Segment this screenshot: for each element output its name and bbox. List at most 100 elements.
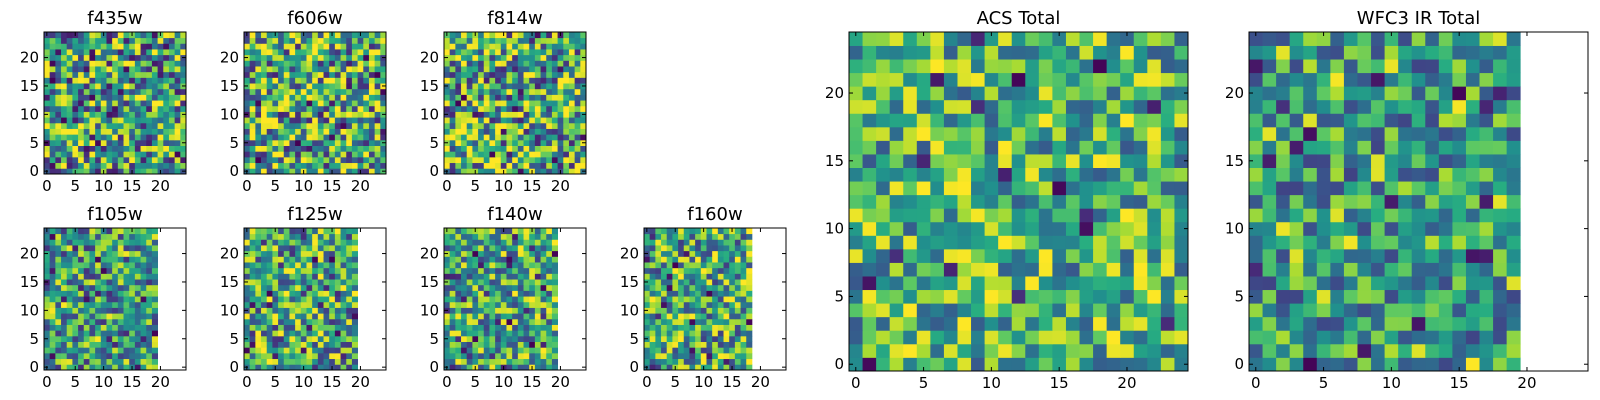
heatmap-cell xyxy=(483,296,490,303)
heatmap-cell xyxy=(1249,248,1263,263)
heatmap-cell xyxy=(174,60,181,67)
heatmap-cell xyxy=(862,140,877,155)
heatmap-cell xyxy=(55,245,62,252)
heatmap-cell xyxy=(289,318,296,325)
heatmap-cell xyxy=(689,256,696,263)
heatmap-cell xyxy=(984,289,999,304)
x-tick-label: 15 xyxy=(322,373,341,391)
heatmap-cell xyxy=(300,341,307,348)
heatmap-cell xyxy=(1011,235,1026,250)
heatmap-cell xyxy=(523,168,530,175)
heatmap-cell xyxy=(346,352,353,360)
heatmap-cell xyxy=(146,284,153,291)
heatmap-cell xyxy=(78,296,85,303)
heatmap-cell xyxy=(168,54,176,61)
heatmap-cell xyxy=(351,77,358,84)
heatmap-cell xyxy=(466,273,473,280)
heatmap-cell xyxy=(289,32,296,39)
heatmap-cell xyxy=(95,267,102,274)
heatmap-cell xyxy=(534,352,541,360)
heatmap-cell xyxy=(272,273,279,280)
heatmap-cell xyxy=(44,156,51,164)
heatmap-cell xyxy=(117,364,124,371)
heatmap-cell xyxy=(916,330,931,345)
heatmap-cell xyxy=(306,162,313,169)
heatmap-cell xyxy=(529,134,536,141)
heatmap-cell xyxy=(568,105,576,112)
heatmap-cell xyxy=(517,267,524,274)
x-tick-label: 15 xyxy=(122,373,141,391)
heatmap-cell xyxy=(129,117,136,124)
heatmap-cell xyxy=(998,72,1013,87)
heatmap-cell xyxy=(449,71,456,78)
heatmap-cell xyxy=(272,156,279,164)
heatmap-cell xyxy=(849,357,863,372)
heatmap-cell xyxy=(146,364,153,371)
heatmap-cell xyxy=(478,117,485,124)
heatmap-cell xyxy=(272,330,279,337)
heatmap-cell xyxy=(500,71,507,78)
heatmap-cell xyxy=(49,347,56,354)
heatmap-cell xyxy=(289,341,296,348)
heatmap-cell xyxy=(317,296,324,303)
heatmap-cell xyxy=(261,60,268,67)
heatmap-cell xyxy=(129,162,136,169)
x-tick-label: 0 xyxy=(442,177,452,195)
heatmap-cell xyxy=(163,37,170,44)
heatmap-cell xyxy=(106,66,113,73)
heatmap-cell xyxy=(368,83,376,90)
heatmap-cell xyxy=(289,279,296,286)
heatmap-cell xyxy=(529,49,536,56)
heatmap-cell xyxy=(568,117,576,124)
heatmap-cell xyxy=(312,128,319,135)
heatmap-cell xyxy=(61,66,68,73)
heatmap-cell xyxy=(449,128,456,135)
y-tick-label: 0 xyxy=(29,162,39,180)
heatmap-cell xyxy=(557,43,564,50)
heatmap-cell xyxy=(66,279,73,286)
heatmap-cell xyxy=(523,273,530,280)
heatmap-cell xyxy=(889,276,904,291)
heatmap-cell xyxy=(134,239,141,246)
heatmap-cell xyxy=(876,154,891,168)
heatmap-cell xyxy=(540,151,547,158)
heatmap-cell xyxy=(174,49,181,56)
heatmap-cell xyxy=(100,83,107,90)
heatmap-cell xyxy=(1398,289,1413,304)
heatmap-cell xyxy=(1438,276,1453,291)
heatmap-cell xyxy=(174,43,181,50)
heatmap-cell xyxy=(1493,221,1508,236)
heatmap-cell xyxy=(83,245,90,252)
heatmap-cell xyxy=(55,352,62,360)
heatmap-cell xyxy=(746,330,753,337)
heatmap-cell xyxy=(112,54,119,61)
heatmap-cell xyxy=(300,358,307,365)
heatmap-cell xyxy=(655,307,662,314)
heatmap-cell xyxy=(1079,99,1094,114)
heatmap-cell xyxy=(300,60,307,67)
heatmap-cell xyxy=(903,154,918,168)
heatmap-cell xyxy=(129,100,136,107)
heatmap-cell xyxy=(306,94,313,101)
heatmap-cell xyxy=(180,77,187,84)
heatmap-cell xyxy=(106,233,113,240)
heatmap-cell xyxy=(1506,289,1521,304)
heatmap-cell xyxy=(306,54,313,61)
heatmap-cell xyxy=(357,71,364,78)
heatmap-cell xyxy=(971,140,985,155)
heatmap-cell xyxy=(506,105,513,112)
heatmap-cell xyxy=(117,318,124,325)
heatmap-cell xyxy=(249,313,256,320)
heatmap-cell xyxy=(1262,357,1277,372)
heatmap-cell xyxy=(249,134,256,141)
heatmap-cell xyxy=(889,140,904,155)
heatmap-cell xyxy=(483,233,490,240)
heatmap-cell xyxy=(244,262,251,269)
heatmap-cell xyxy=(72,245,79,252)
heatmap-cell xyxy=(357,43,364,50)
heatmap-cell xyxy=(672,262,679,269)
heatmap-cell xyxy=(289,66,296,73)
heatmap-cell xyxy=(655,313,662,320)
heatmap-cell xyxy=(351,145,358,152)
heatmap-cell xyxy=(357,162,364,169)
